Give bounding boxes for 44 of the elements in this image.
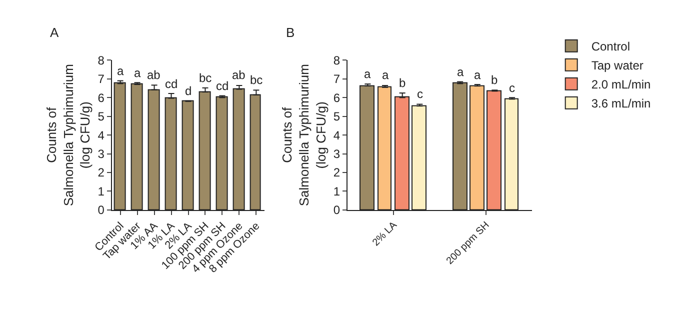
y-axis-title: Counts of Salmonella Typhimurium (log CFU/g) [280, 64, 328, 206]
data-label: c [509, 81, 515, 95]
y-tick-label: 2 [333, 166, 340, 180]
y-tick-label: 6 [333, 90, 340, 105]
y-tick-label: 5 [98, 110, 105, 124]
data-label: a [457, 65, 464, 79]
data-label: b [491, 73, 498, 87]
y-tick-label: 3 [98, 147, 105, 161]
y-tick-label: 6 [98, 90, 105, 105]
y-tick-label: 8 [333, 53, 340, 68]
y-tick-label: 8 [98, 53, 105, 68]
data-label: a [364, 67, 371, 81]
chart-title: B [286, 25, 295, 40]
y-tick-label: 3 [333, 147, 340, 161]
data-label: ab [147, 68, 161, 82]
y-tick-label: 1 [98, 184, 105, 198]
y-tick-label: 5 [333, 110, 340, 124]
data-label: a [382, 68, 389, 82]
data-label: ab [232, 68, 246, 82]
data-label: a [117, 64, 124, 78]
data-label: bc [250, 73, 263, 87]
data-label: a [134, 66, 141, 80]
y-tick-label: 0 [98, 203, 105, 218]
y-tick-label: 1 [333, 184, 340, 198]
data-label: c [417, 87, 423, 101]
data-label: d [185, 84, 192, 98]
y-axis-title: Counts of Salmonella Typhimurium (log CFU/g) [44, 64, 93, 206]
y-tick-label: 0 [333, 203, 340, 218]
y-tick-label: 2 [98, 166, 105, 180]
data-label: a [474, 68, 481, 82]
chart-title: A [50, 25, 59, 40]
legend-label: Control [591, 40, 630, 54]
legend-label: 2.0 mL/min [591, 78, 651, 92]
data-label: b [399, 76, 406, 90]
y-tick-label: 4 [98, 128, 105, 142]
y-tick-label: 4 [333, 128, 340, 142]
y-tick-label: 7 [333, 72, 340, 86]
data-label: cd [165, 77, 178, 91]
legend-label: 3.6 mL/min [591, 96, 651, 111]
data-label: cd [216, 79, 229, 93]
data-label: bc [199, 71, 212, 85]
x-tick-label: 2% LA [370, 220, 400, 248]
y-tick-label: 7 [98, 72, 105, 86]
legend-label: Tap water [591, 58, 644, 73]
